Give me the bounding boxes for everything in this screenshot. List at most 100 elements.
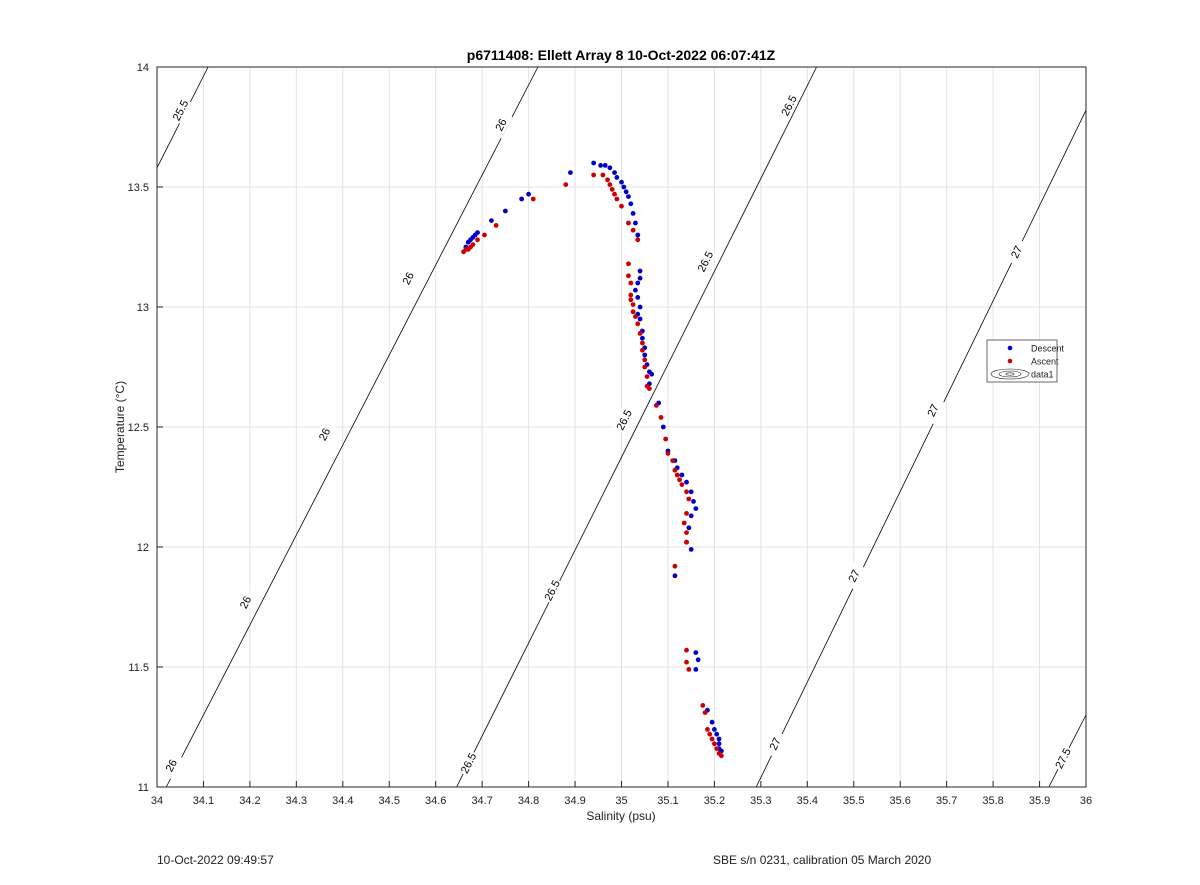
descent-point — [693, 667, 699, 672]
x-tick-label: 35.1 — [657, 795, 678, 807]
ascent-point — [653, 403, 659, 408]
descent-point — [635, 295, 641, 300]
ascent-point — [630, 302, 636, 307]
x-tick-label: 35.7 — [936, 795, 957, 807]
legend-ascent-label: Ascent — [1031, 357, 1059, 367]
descent-point — [693, 650, 699, 655]
ascent-point — [684, 489, 689, 495]
descent-point — [526, 191, 531, 197]
descent-point — [607, 165, 613, 171]
descent-point — [640, 335, 645, 341]
legend-contour-icon — [990, 368, 1030, 380]
contour-label: 26 — [317, 426, 333, 442]
footer-calibration: SBE s/n 0231, calibration 05 March 2020 — [713, 853, 932, 867]
ascent-point — [684, 511, 689, 516]
descent-point — [633, 287, 638, 293]
x-tick-label: 35.2 — [704, 795, 725, 807]
legend-data1-label: data1 — [1031, 370, 1054, 380]
ascent-point — [718, 753, 724, 759]
descent-point — [712, 727, 717, 732]
x-tick-label: 35.8 — [982, 795, 1003, 807]
ascent-point — [475, 237, 480, 243]
ascent-point — [628, 280, 634, 286]
legend-ascent-marker — [1007, 358, 1013, 364]
contour-label-bg — [612, 405, 636, 434]
ascent-point — [633, 314, 638, 319]
descent-point — [672, 573, 678, 579]
descent-point — [568, 170, 573, 176]
descent-point — [489, 218, 494, 224]
y-tick-label: 11.5 — [128, 662, 149, 674]
descent-point — [637, 268, 643, 274]
contour-label-bg — [159, 751, 183, 780]
contour-label-bg — [233, 588, 257, 617]
y-tick-label: 13.5 — [128, 182, 149, 194]
descent-point — [598, 163, 603, 168]
ascent-point — [665, 451, 671, 456]
ascent-point — [609, 187, 615, 192]
x-tick-label: 35.9 — [1029, 795, 1050, 807]
ascent-point — [626, 273, 631, 279]
ascent-point — [705, 727, 710, 732]
ascent-point — [600, 172, 606, 178]
ascent-point — [677, 477, 682, 483]
ascent-point — [684, 530, 689, 535]
ascent-point — [674, 472, 680, 478]
ascent-point — [681, 520, 687, 526]
ascent-point — [700, 703, 706, 708]
ascent-point — [644, 374, 650, 379]
descent-point — [519, 196, 525, 202]
ascent-point — [658, 415, 664, 420]
descent-point — [502, 208, 508, 214]
footer-timestamp: 10-Oct-2022 09:49:57 — [157, 853, 274, 867]
ascent-point — [530, 196, 536, 202]
ascent-point — [686, 667, 692, 672]
ascent-point — [663, 436, 669, 442]
descent-point — [637, 275, 643, 281]
x-tick-label: 34.7 — [471, 795, 492, 807]
ascent-point — [626, 220, 631, 226]
contour-label-bg — [168, 96, 192, 125]
ascent-point — [605, 177, 610, 183]
x-tick-label: 34.9 — [564, 795, 585, 807]
contour-label: 27 — [768, 736, 784, 752]
x-tick-label: 35 — [615, 795, 627, 807]
ascent-point — [642, 364, 648, 370]
contour-label-bg — [1004, 237, 1028, 266]
y-tick-label: 13 — [137, 302, 149, 314]
descent-point — [693, 506, 699, 511]
ascent-point — [684, 539, 689, 545]
x-tick-label: 35.5 — [843, 795, 864, 807]
ascent-point — [640, 340, 645, 346]
descent-point — [691, 499, 696, 504]
ascent-point — [637, 331, 643, 336]
x-tick-label: 34.5 — [379, 795, 400, 807]
descent-point — [709, 719, 715, 725]
contour-label-bg — [396, 264, 420, 293]
descent-point — [475, 230, 480, 236]
contour-label-bg — [540, 576, 564, 605]
data-series — [461, 160, 724, 759]
descent-point — [619, 179, 624, 185]
y-axis-ticks: 11 11.5 12 12.5 13 13.5 14 — [128, 62, 163, 794]
ascent-point — [702, 710, 708, 715]
contour-label: 27 — [926, 403, 942, 419]
contour-label-bg — [1051, 744, 1075, 773]
ascent-point — [482, 232, 487, 238]
contour-label-bg — [456, 749, 480, 777]
legend-descent-marker — [1007, 345, 1013, 351]
descent-point — [633, 220, 638, 226]
contour-label-bg — [693, 247, 717, 276]
ascent-point — [493, 223, 499, 228]
ascent-point — [672, 563, 678, 569]
x-axis-label: Salinity (psu) — [586, 809, 655, 823]
contour-label-bg — [763, 729, 787, 758]
descent-point — [660, 424, 666, 430]
ascent-point — [619, 203, 624, 209]
x-tick-label: 36 — [1080, 795, 1092, 807]
x-tick-label: 34.3 — [286, 795, 307, 807]
contour-label: 26 — [238, 594, 254, 610]
ascent-point — [640, 347, 645, 353]
descent-point — [628, 201, 634, 207]
